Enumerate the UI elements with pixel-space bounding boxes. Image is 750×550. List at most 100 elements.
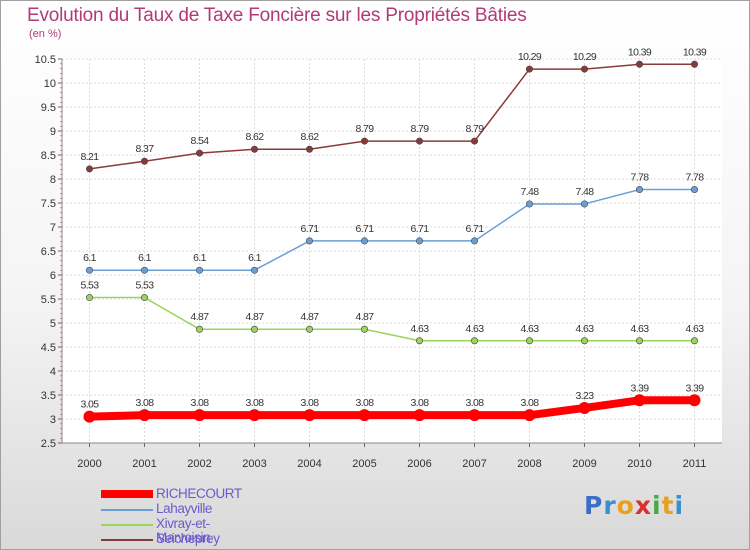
data-label: 6.1 bbox=[248, 252, 262, 264]
data-point bbox=[305, 145, 313, 153]
data-label: 10.39 bbox=[628, 46, 652, 58]
y-tick-label: 6 bbox=[50, 270, 56, 282]
data-label: 6.71 bbox=[355, 223, 374, 235]
data-point bbox=[141, 157, 149, 165]
y-tick-label: 8 bbox=[50, 174, 56, 186]
y-tick-label: 10.5 bbox=[35, 54, 56, 66]
data-point bbox=[83, 410, 96, 423]
data-point bbox=[688, 394, 701, 407]
y-tick-label: 3 bbox=[50, 414, 56, 426]
data-label: 3.39 bbox=[630, 382, 649, 394]
data-point bbox=[305, 325, 313, 333]
series-line-seicheprey bbox=[88, 63, 696, 170]
data-label: 5.53 bbox=[80, 280, 99, 292]
y-tick-label: 3.5 bbox=[41, 390, 56, 402]
data-point bbox=[525, 200, 533, 208]
data-point bbox=[413, 409, 426, 422]
data-point bbox=[360, 237, 368, 245]
data-point bbox=[635, 186, 643, 194]
logo-letter: o bbox=[616, 491, 635, 520]
data-point bbox=[305, 237, 313, 245]
logo-letter: x bbox=[634, 491, 652, 520]
data-label: 7.48 bbox=[520, 186, 539, 198]
logo-letter: t bbox=[661, 491, 675, 520]
data-label: 8.79 bbox=[465, 123, 484, 135]
x-tick-label: 2003 bbox=[242, 458, 266, 470]
legend-label: Xivray-et-Marvoisin bbox=[156, 516, 211, 545]
data-label: 3.08 bbox=[190, 397, 209, 409]
data-label: 6.71 bbox=[300, 223, 319, 235]
data-point bbox=[303, 409, 316, 422]
data-label: 7.78 bbox=[685, 172, 704, 184]
data-point bbox=[580, 65, 588, 73]
y-tick-label: 5 bbox=[50, 318, 56, 330]
data-point bbox=[360, 137, 368, 145]
y-tick-label: 10 bbox=[44, 78, 56, 90]
data-point bbox=[633, 394, 646, 407]
legend-swatch bbox=[101, 509, 153, 511]
y-tick-label: 9.5 bbox=[41, 102, 56, 114]
data-point bbox=[251, 325, 259, 333]
data-point bbox=[525, 337, 533, 345]
data-label: 6.1 bbox=[193, 252, 207, 264]
data-point bbox=[141, 294, 149, 302]
data-point bbox=[523, 409, 536, 422]
data-label: 6.71 bbox=[410, 223, 429, 235]
data-label: 4.87 bbox=[355, 311, 374, 323]
x-tick-label: 2004 bbox=[297, 458, 321, 470]
logo-letter: i bbox=[652, 491, 662, 520]
data-label: 4.63 bbox=[685, 323, 704, 335]
data-point bbox=[578, 401, 591, 414]
data-label: 3.05 bbox=[80, 399, 99, 411]
series-line-lahayville bbox=[88, 188, 696, 271]
x-tick-label: 2001 bbox=[132, 458, 156, 470]
data-label: 3.08 bbox=[465, 397, 484, 409]
data-point bbox=[468, 409, 481, 422]
data-label: 3.39 bbox=[685, 382, 704, 394]
y-tick-label: 6.5 bbox=[41, 246, 56, 258]
data-point bbox=[86, 266, 94, 274]
data-label: 8.37 bbox=[135, 143, 154, 155]
data-point bbox=[138, 409, 151, 422]
y-tick-label: 8.5 bbox=[41, 150, 56, 162]
data-label: 3.08 bbox=[135, 397, 154, 409]
data-label: 5.53 bbox=[135, 280, 154, 292]
data-label: 4.63 bbox=[630, 323, 649, 335]
data-point bbox=[690, 186, 698, 194]
data-label: 4.63 bbox=[465, 323, 484, 335]
data-label: 3.08 bbox=[355, 397, 374, 409]
data-point bbox=[196, 325, 204, 333]
data-label: 4.63 bbox=[520, 323, 539, 335]
proxiti-logo: Proxiti bbox=[584, 491, 684, 520]
data-point bbox=[635, 60, 643, 68]
data-label: 4.87 bbox=[300, 311, 319, 323]
x-tick-label: 2005 bbox=[352, 458, 376, 470]
y-tick-label: 7.5 bbox=[41, 198, 56, 210]
y-tick-label: 5.5 bbox=[41, 294, 56, 306]
data-label: 4.63 bbox=[410, 323, 429, 335]
legend-swatch bbox=[101, 524, 153, 526]
x-tick-label: 2007 bbox=[462, 458, 486, 470]
y-tick-label: 4.5 bbox=[41, 342, 56, 354]
logo-letter: r bbox=[603, 491, 617, 520]
data-label: 3.08 bbox=[520, 397, 539, 409]
x-tick-label: 2006 bbox=[407, 458, 431, 470]
data-point bbox=[86, 294, 94, 302]
data-label: 3.08 bbox=[300, 397, 319, 409]
legend-label: Lahayville bbox=[156, 501, 213, 516]
data-point bbox=[415, 137, 423, 145]
x-tick-label: 2009 bbox=[572, 458, 596, 470]
series-line-richecourt bbox=[85, 396, 699, 421]
data-label: 4.87 bbox=[245, 311, 264, 323]
data-point bbox=[415, 337, 423, 345]
data-point bbox=[360, 325, 368, 333]
data-point bbox=[196, 266, 204, 274]
data-point bbox=[580, 200, 588, 208]
x-tick-label: 2002 bbox=[187, 458, 211, 470]
data-point bbox=[470, 237, 478, 245]
data-point bbox=[525, 65, 533, 73]
data-label: 8.79 bbox=[355, 123, 374, 135]
data-point bbox=[415, 237, 423, 245]
